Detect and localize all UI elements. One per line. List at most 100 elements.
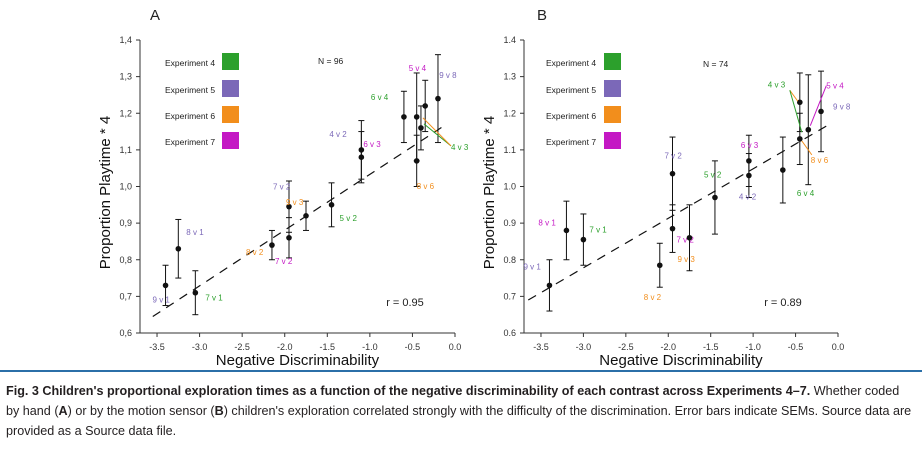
caption-text-3: ) children's exploration correlated stro… — [6, 404, 912, 438]
x-tick-label: -3.5 — [149, 342, 165, 352]
data-point — [358, 147, 365, 153]
point-label: 7 v 2 — [275, 257, 293, 266]
point-label: 7 v 1 — [205, 294, 223, 303]
point-label: 6 v 3 — [741, 141, 759, 150]
y-tick-label: 1.4 — [503, 35, 516, 45]
data-point — [413, 158, 420, 164]
point-label: 7 v 2 — [665, 152, 683, 161]
point-label: 8 v 1 — [186, 228, 204, 237]
x-tick-label: -2.5 — [234, 342, 250, 352]
figure-canvas: A 0,6 0,7 0,8 0,9 1,0 1,1 1,2 1,3 1,4 -3.5 -3.0 -2.5… — [97, 7, 851, 369]
label-leader-line — [801, 140, 813, 156]
point-label: 9 v 3 — [677, 255, 695, 264]
y-tick-label: 1.1 — [503, 145, 516, 155]
r-annotation: r = 0.95 — [386, 297, 424, 309]
point-label: 9 v 8 — [439, 71, 457, 80]
x-axis-label: Negative Discriminability — [599, 352, 763, 369]
point-label: 5 v 4 — [409, 64, 427, 73]
x-tick-label: -2.5 — [618, 342, 634, 352]
n-annotation: N = 96 — [318, 56, 344, 66]
data-point — [818, 108, 824, 115]
legend-swatch — [222, 106, 239, 123]
x-tick-label: -1.0 — [362, 342, 378, 352]
x-tick-label: -2.0 — [277, 342, 293, 352]
y-axis-label: Proportion Playtime * 4 — [97, 116, 114, 269]
legend-swatch — [604, 106, 621, 123]
n-annotation: N = 74 — [703, 59, 729, 69]
y-tick-label: 1,0 — [119, 182, 132, 192]
point-label: 6 v 4 — [371, 93, 389, 102]
x-tick-label: -1.0 — [745, 342, 761, 352]
point-label: 5 v 2 — [704, 170, 722, 179]
data-point — [303, 213, 309, 219]
regression-line — [527, 123, 830, 301]
data-point — [563, 227, 570, 234]
data-point — [418, 125, 424, 131]
data-point — [805, 126, 812, 133]
legend-label: Experiment 7 — [165, 137, 215, 147]
x-tick-label: -0.5 — [405, 342, 421, 352]
legend-label: Experiment 4 — [165, 58, 215, 68]
data-point — [797, 136, 803, 142]
caption-divider — [0, 370, 922, 372]
regression-line — [152, 123, 447, 318]
point-label: 9 v 3 — [286, 198, 304, 207]
point-label: 8 v 6 — [417, 182, 435, 191]
x-tick-label: -2.0 — [661, 342, 677, 352]
data-point — [401, 114, 407, 120]
y-tick-label: 1.2 — [503, 108, 516, 118]
y-tick-label: 0,9 — [119, 218, 132, 228]
y-tick-label: 0,6 — [119, 328, 132, 338]
data-point — [175, 245, 182, 252]
data-point — [546, 282, 553, 289]
x-tick-label: -3.0 — [192, 342, 208, 352]
y-axis-label: Proportion Playtime * 4 — [481, 116, 498, 269]
figure-caption: Fig. 3 Children's proportional explorati… — [6, 381, 914, 441]
y-tick-label: 0,8 — [119, 255, 132, 265]
data-point — [580, 236, 587, 243]
point-label: 7 v 2 — [273, 183, 291, 192]
label-leader-line — [789, 90, 803, 133]
legend-swatch — [222, 53, 239, 70]
point-label: 4 v 3 — [768, 80, 786, 89]
point-label: 6 v 4 — [797, 189, 815, 198]
data-point — [780, 167, 786, 173]
data-point — [328, 202, 335, 208]
label-leader-line — [423, 123, 452, 147]
point-label: 8 v 2 — [246, 248, 264, 257]
caption-label: Fig. 3 — [6, 384, 39, 398]
data-point — [192, 289, 199, 296]
panel-letter: A — [150, 7, 160, 24]
legend-swatch — [604, 132, 621, 149]
legend-label: Experiment 5 — [546, 85, 596, 95]
y-tick-label: 1,1 — [119, 145, 132, 155]
data-point — [669, 225, 676, 232]
data-point — [286, 203, 292, 210]
y-tick-label: 0.8 — [503, 255, 516, 265]
label-leader-line — [422, 117, 452, 147]
x-tick-label: 0.0 — [832, 342, 845, 352]
data-point — [797, 99, 803, 106]
point-label: 8 v 6 — [811, 156, 829, 165]
y-tick-label: 1,4 — [119, 35, 132, 45]
caption-title: Children's proportional exploration time… — [42, 384, 811, 398]
legend-label: Experiment 7 — [546, 137, 596, 147]
x-tick-label: -3.0 — [576, 342, 592, 352]
x-tick-label: -3.5 — [533, 342, 549, 352]
point-label: 5 v 2 — [340, 214, 358, 223]
x-tick-label: -0.5 — [788, 342, 804, 352]
panel-letter: B — [537, 7, 547, 24]
point-label: 8 v 1 — [538, 218, 556, 227]
x-tick-label: -1.5 — [320, 342, 336, 352]
point-label: 5 v 4 — [826, 82, 844, 91]
r-annotation: r = 0.89 — [764, 297, 802, 309]
y-tick-label: 0.7 — [503, 291, 516, 301]
x-tick-label: 0.0 — [449, 342, 462, 352]
caption-text-2: ) or by the motion sensor ( — [67, 404, 215, 418]
y-tick-label: 1,3 — [119, 72, 132, 82]
legend-swatch — [222, 132, 239, 149]
point-label: 8 v 2 — [644, 293, 662, 302]
data-point — [746, 158, 752, 164]
legend-swatch — [604, 53, 621, 70]
label-leader-line — [809, 85, 827, 126]
